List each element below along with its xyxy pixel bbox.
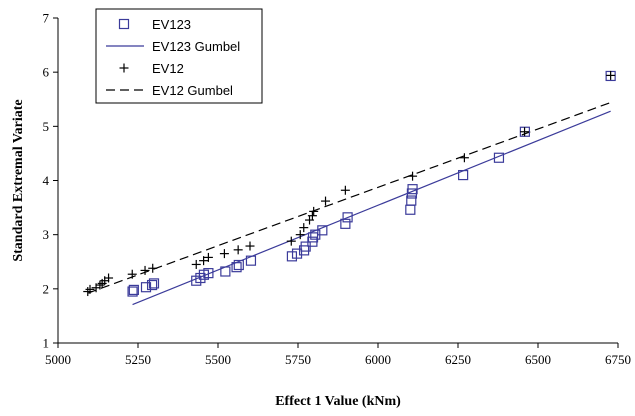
ev123-point [340,218,351,229]
ev12-point [299,223,309,233]
y-tick-label: 4 [43,173,50,188]
ev12-point [309,206,319,216]
ev12-point [219,249,229,259]
legend-label: EV123 Gumbel [152,39,240,54]
y-tick-label: 5 [43,119,50,134]
ev12-point [191,259,201,269]
legend-box [95,8,263,104]
ev123-point [127,286,138,297]
x-tick-label: 6500 [525,352,551,367]
ev12-point [459,153,469,163]
x-tick-label: 6000 [365,352,391,367]
x-tick-label: 6250 [445,352,471,367]
legend-label: EV12 [152,61,184,76]
y-axis-title: Standard Extremal Variate [11,99,26,261]
legend-label: EV123 [152,17,191,32]
legend-marker-square [118,18,130,30]
ev12-point [233,245,243,255]
ev12-point [127,269,137,279]
ev123-point [307,232,319,243]
y-tick-label: 3 [43,227,50,242]
ev12-point [140,265,150,275]
x-axis-title: Effect 1 Value (kNm) [275,394,401,409]
ev12-point [520,127,530,137]
ev123-point [148,278,160,289]
ev12-point [340,185,350,195]
ev123-gumbel-line [132,110,611,306]
ev123-point [220,266,231,277]
ev123-point [298,245,310,256]
x-tick-label: 5000 [45,352,71,367]
ev12-gumbel-line [87,101,611,294]
y-tick-label: 6 [43,65,50,80]
x-tick-label: 5250 [125,352,151,367]
ev123-point [146,279,158,291]
ev12-point [307,211,317,221]
ev123-point [493,152,505,163]
legend: EV123 EV123 Gumbel EV12 EV12 Gumbel [95,8,263,104]
x-tick-label: 5750 [285,352,311,367]
ev123-point [233,259,244,271]
x-tick-label: 6750 [605,352,631,367]
ev123-point [140,282,152,293]
ev123-point [128,284,139,296]
ev123-point [317,225,328,236]
ev123-point [405,204,416,215]
ev123-point [203,268,214,279]
ev12-point [85,284,95,294]
legend-marker-plus [119,63,129,73]
ev12-point [95,280,105,290]
y-tick-label: 7 [43,11,50,26]
y-tick-label: 2 [43,281,50,296]
ev123-point [286,251,298,262]
ev12-point [286,236,296,246]
ev12-point [408,171,418,181]
ev123-point [458,169,469,181]
ev12-point [199,256,209,266]
ev123-point [245,255,257,266]
ev12-point [83,287,93,297]
ev12-point [104,273,114,283]
ev123-point [342,212,353,223]
ev123-point [406,195,417,206]
series-layer [83,70,616,306]
ev12-point [148,263,158,273]
y-tick-label: 1 [43,336,50,351]
x-tick-label: 5500 [205,352,231,367]
axes: 5000 5250 5500 5750 6000 6250 6500 6750 1 2 3 4 5 6 7 [43,11,632,368]
ev12-point [245,241,255,251]
ev12-point [203,252,213,262]
ev123-point [231,262,242,273]
ev12-point [321,196,331,206]
ev12-point [295,230,305,240]
ev123-point [407,184,418,195]
ev12-point [606,70,616,80]
legend-label: EV12 Gumbel [152,83,233,98]
ev123-point [291,248,303,259]
